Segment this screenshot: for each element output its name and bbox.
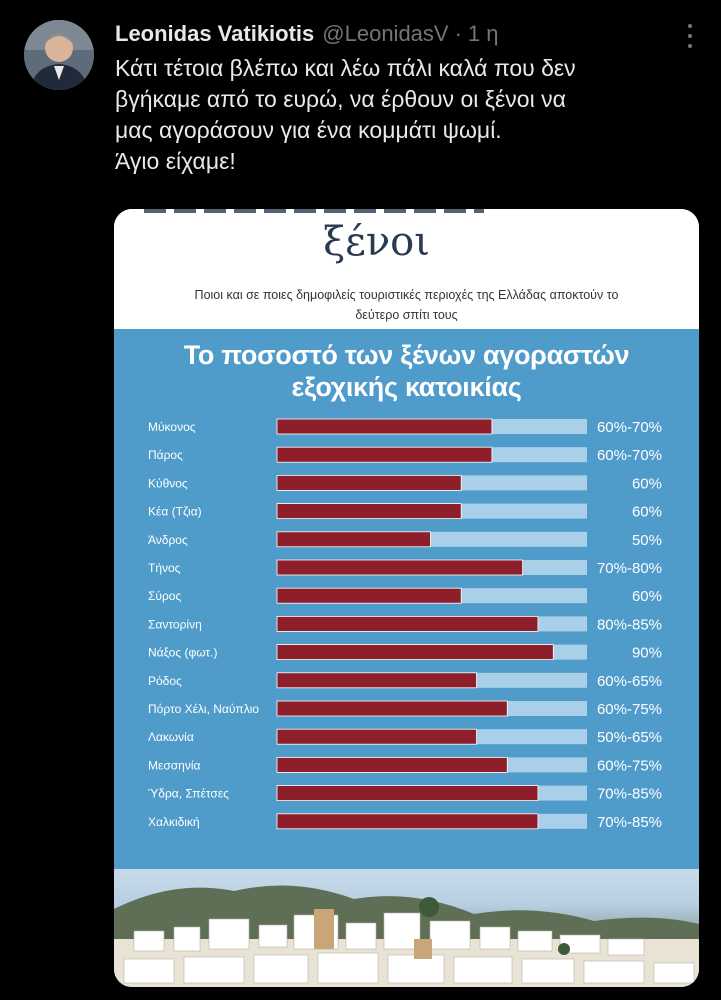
bar [276, 615, 539, 632]
cropped-headline-remnant [144, 209, 484, 213]
category-label: Μεσσηνία [148, 758, 200, 772]
tweet-text: Κάτι τέτοια βλέπω και λέω πάλι καλά που … [115, 53, 695, 177]
bar [276, 587, 462, 604]
town-photo-illustration [114, 885, 699, 987]
value-label: 60%-70% [597, 447, 662, 464]
media-header: ξένοι Ποιοι και σε ποιες δημοφιλείς τουρ… [114, 209, 699, 329]
chart-title-line: εξοχικής κατοικίας [291, 372, 522, 402]
chart-plot: Μύκονος 60%-70% Πάρος 60%-70% Κύθνος 60% Κέα (… [148, 418, 662, 831]
town-photo [114, 869, 699, 987]
avatar[interactable] [24, 20, 94, 90]
avatar-photo [24, 20, 94, 90]
tweet-text-line: Άγιο είχαμε! [115, 148, 236, 174]
category-label: Λακωνία [148, 730, 194, 744]
separator: · [454, 21, 462, 46]
value-label: 70%-85% [597, 814, 662, 831]
category-label: Χαλκιδική [148, 815, 200, 829]
category-label: Μύκονος [148, 420, 196, 434]
value-label: 60% [632, 588, 662, 605]
chart-title-line: Το ποσοστό των ξένων αγοραστών [183, 340, 630, 370]
category-label: Κέα (Τζια) [148, 505, 202, 519]
tweet-header: Leonidas Vatikiotis @LeonidasV · 1 η [115, 18, 701, 50]
timestamp[interactable]: 1 η [467, 21, 499, 46]
value-label: 60%-75% [597, 757, 662, 774]
category-label: Άνδρος [148, 533, 188, 547]
bar [276, 474, 462, 491]
value-label: 60%-70% [597, 419, 662, 436]
bar [276, 785, 539, 802]
value-label: 60% [632, 504, 662, 521]
bar [276, 531, 431, 548]
bar-chart: Το ποσοστό των ξένων αγοραστών εξοχικής … [114, 329, 699, 869]
author-name[interactable]: Leonidas Vatikiotis [115, 21, 315, 46]
category-label: Τήνος [148, 561, 181, 575]
value-label: 60% [632, 475, 662, 492]
bar [276, 700, 508, 717]
bar [276, 756, 508, 773]
value-label: 70%-85% [597, 786, 662, 803]
more-options-icon[interactable] [685, 24, 695, 48]
bar [276, 813, 539, 830]
tweet-media-image[interactable]: ξένοι Ποιοι και σε ποιες δημοφιλείς τουρ… [114, 209, 699, 987]
tweet-text-line: Κάτι τέτοια βλέπω και λέω πάλι καλά που … [115, 55, 576, 81]
bar [276, 672, 477, 689]
category-label: Σαντορίνη [148, 617, 202, 631]
media-subtitle: Ποιοι και σε ποιες δημοφιλείς τουριστικέ… [134, 285, 679, 325]
bar [276, 503, 462, 520]
category-label: Ύδρα, Σπέτσες [148, 787, 229, 801]
category-label: Πάρος [148, 448, 183, 462]
category-label: Νάξος (φωτ.) [148, 646, 218, 660]
bar [276, 644, 554, 661]
bar [276, 446, 493, 463]
chart-title: Το ποσοστό των ξένων αγοραστών εξοχικής … [114, 339, 699, 403]
value-label: 70%-80% [597, 560, 662, 577]
bar [276, 559, 524, 576]
media-headline: ξένοι [323, 219, 430, 265]
media-subtitle-line: δεύτερο σπίτι τους [355, 308, 458, 322]
value-label: 60%-75% [597, 701, 662, 718]
category-label: Ρόδος [148, 674, 182, 688]
value-label: 60%-65% [597, 673, 662, 690]
category-label: Σύρος [148, 589, 181, 603]
value-label: 90% [632, 645, 662, 662]
author-handle[interactable]: @LeonidasV [322, 21, 449, 46]
media-subtitle-line: Ποιοι και σε ποιες δημοφιλείς τουριστικέ… [194, 288, 619, 302]
tweet-text-line: μας αγοράσουν για ένα κομμάτι ψωμί. [115, 117, 502, 143]
tweet-text-line: βγήκαμε από το ευρώ, να έρθουν οι ξένοι … [115, 86, 566, 112]
value-label: 80%-85% [597, 616, 662, 633]
value-label: 50%-65% [597, 729, 662, 746]
bar [276, 418, 493, 435]
category-label: Κύθνος [148, 476, 188, 490]
value-label: 50% [632, 532, 662, 549]
category-label: Πόρτο Χέλι, Ναύπλιο [148, 702, 259, 716]
bar [276, 728, 477, 745]
